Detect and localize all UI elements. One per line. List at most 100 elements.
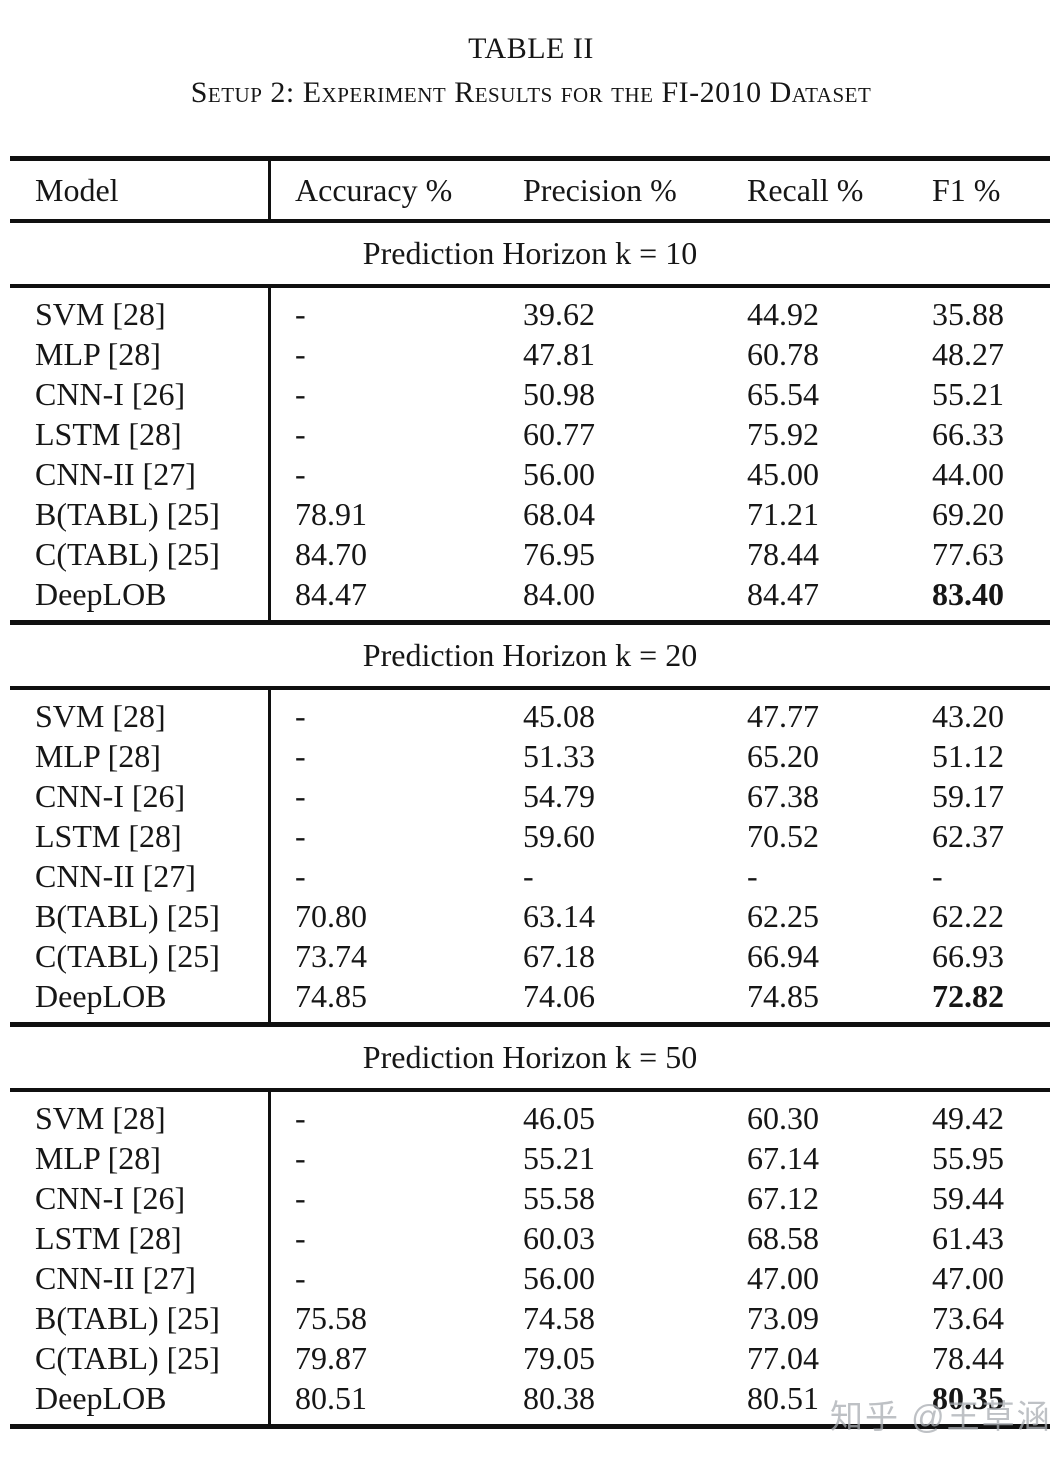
cell-precision: 76.95 — [523, 536, 595, 572]
cell-f1: 69.20 — [932, 496, 1004, 532]
table-row: B(TABL) [25] 78.91 68.04 71.21 69.20 — [10, 494, 1050, 534]
cell-model: DeepLOB — [35, 576, 167, 612]
section-rows: SVM [28] - 46.05 60.30 49.42 MLP [28] - 55.21 67… — [10, 1092, 1050, 1424]
cell-recall: 78.44 — [747, 536, 819, 572]
cell-precision: 56.00 — [523, 456, 595, 492]
cell-accuracy: - — [295, 296, 306, 332]
cell-precision: 51.33 — [523, 738, 595, 774]
table-caption: TABLE II Setup 2: Experiment Results for… — [0, 32, 1062, 110]
cell-precision: 68.04 — [523, 496, 595, 532]
cell-accuracy: - — [295, 738, 306, 774]
cell-f1: 48.27 — [932, 336, 1004, 372]
cell-model: B(TABL) [25] — [35, 898, 220, 934]
column-header-accuracy: Accuracy % — [295, 171, 453, 208]
table-row: DeepLOB 80.51 80.38 80.51 80.35 — [10, 1378, 1050, 1418]
cell-f1: 51.12 — [932, 738, 1004, 774]
cell-recall: 65.20 — [747, 738, 819, 774]
cell-recall: 62.25 — [747, 898, 819, 934]
cell-recall: 75.92 — [747, 416, 819, 452]
cell-precision: - — [523, 858, 534, 894]
cell-precision: 63.14 — [523, 898, 595, 934]
cell-f1: 61.43 — [932, 1220, 1004, 1256]
column-divider — [268, 161, 271, 219]
cell-model: CNN-I [26] — [35, 376, 186, 412]
cell-model: CNN-II [27] — [35, 456, 196, 492]
cell-accuracy: - — [295, 1140, 306, 1176]
cell-f1: 62.37 — [932, 818, 1004, 854]
table-row: MLP [28] - 51.33 65.20 51.12 — [10, 736, 1050, 776]
cell-precision: 46.05 — [523, 1100, 595, 1136]
section-heading: Prediction Horizon k = 20 — [362, 637, 698, 673]
table-row: CNN-I [26] - 55.58 67.12 59.44 — [10, 1178, 1050, 1218]
cell-f1: 72.82 — [932, 978, 1004, 1014]
cell-f1: 62.22 — [932, 898, 1004, 934]
column-header-precision: Precision % — [523, 171, 677, 208]
column-header-model: Model — [35, 171, 119, 208]
cell-model: DeepLOB — [35, 978, 167, 1014]
cell-accuracy: - — [295, 698, 306, 734]
section-rows: SVM [28] - 39.62 44.92 35.88 MLP [28] - 47.81 60… — [10, 288, 1050, 620]
results-table: Model Accuracy % Precision % Recall % F1… — [10, 156, 1050, 1429]
cell-recall: 67.38 — [747, 778, 819, 814]
cell-recall: 47.00 — [747, 1260, 819, 1296]
cell-accuracy: - — [295, 1100, 306, 1136]
cell-accuracy: 84.47 — [295, 576, 367, 612]
section-heading: Prediction Horizon k = 10 — [362, 235, 698, 271]
cell-precision: 54.79 — [523, 778, 595, 814]
table-row: B(TABL) [25] 75.58 74.58 73.09 73.64 — [10, 1298, 1050, 1338]
cell-accuracy: 73.74 — [295, 938, 367, 974]
cell-accuracy: 78.91 — [295, 496, 367, 532]
table-row: SVM [28] - 46.05 60.30 49.42 — [10, 1098, 1050, 1138]
cell-f1: 55.95 — [932, 1140, 1004, 1176]
rule-section-top — [10, 686, 1050, 690]
cell-model: C(TABL) [25] — [35, 938, 220, 974]
cell-model: LSTM [28] — [35, 818, 182, 854]
cell-f1: 35.88 — [932, 296, 1004, 332]
cell-recall: 44.92 — [747, 296, 819, 332]
cell-recall: 66.94 — [747, 938, 819, 974]
table-row: CNN-I [26] - 54.79 67.38 59.17 — [10, 776, 1050, 816]
cell-model: LSTM [28] — [35, 1220, 182, 1256]
rule-section-end — [10, 620, 1050, 625]
cell-recall: 71.21 — [747, 496, 819, 532]
section-heading: Prediction Horizon k = 50 — [362, 1039, 698, 1075]
rule-section-top — [10, 1088, 1050, 1092]
column-divider — [268, 1092, 271, 1424]
cell-precision: 60.03 — [523, 1220, 595, 1256]
cell-model: C(TABL) [25] — [35, 536, 220, 572]
cell-precision: 80.38 — [523, 1380, 595, 1416]
cell-recall: 77.04 — [747, 1340, 819, 1376]
cell-accuracy: - — [295, 1220, 306, 1256]
cell-precision: 74.06 — [523, 978, 595, 1014]
table-row: MLP [28] - 55.21 67.14 55.95 — [10, 1138, 1050, 1178]
cell-accuracy: - — [295, 778, 306, 814]
cell-accuracy: 75.58 — [295, 1300, 367, 1336]
cell-model: SVM [28] — [35, 698, 166, 734]
rule-bottom — [10, 1424, 1050, 1429]
table-row: DeepLOB 84.47 84.00 84.47 83.40 — [10, 574, 1050, 614]
table-row: CNN-I [26] - 50.98 65.54 55.21 — [10, 374, 1050, 414]
cell-accuracy: 70.80 — [295, 898, 367, 934]
cell-recall: 68.58 — [747, 1220, 819, 1256]
watermark: 知乎 @王草涵 — [830, 1398, 1052, 1435]
table-row: LSTM [28] - 60.77 75.92 66.33 — [10, 414, 1050, 454]
rule-section-end — [10, 1022, 1050, 1027]
cell-f1: 44.00 — [932, 456, 1004, 492]
cell-f1: 59.44 — [932, 1180, 1004, 1216]
cell-model: DeepLOB — [35, 1380, 167, 1416]
cell-precision: 55.58 — [523, 1180, 595, 1216]
cell-recall: 84.47 — [747, 576, 819, 612]
cell-precision: 59.60 — [523, 818, 595, 854]
cell-accuracy: - — [295, 456, 306, 492]
cell-precision: 60.77 — [523, 416, 595, 452]
cell-recall: 60.78 — [747, 336, 819, 372]
cell-accuracy: 84.70 — [295, 536, 367, 572]
section-rows: SVM [28] - 45.08 47.77 43.20 MLP [28] - 51.33 65… — [10, 690, 1050, 1022]
cell-f1: 66.33 — [932, 416, 1004, 452]
cell-accuracy: 74.85 — [295, 978, 367, 1014]
cell-f1: 49.42 — [932, 1100, 1004, 1136]
table-subtitle: Setup 2: Experiment Results for the FI-2… — [190, 76, 872, 109]
table-row: C(TABL) [25] 73.74 67.18 66.94 66.93 — [10, 936, 1050, 976]
rule-section-top — [10, 284, 1050, 288]
